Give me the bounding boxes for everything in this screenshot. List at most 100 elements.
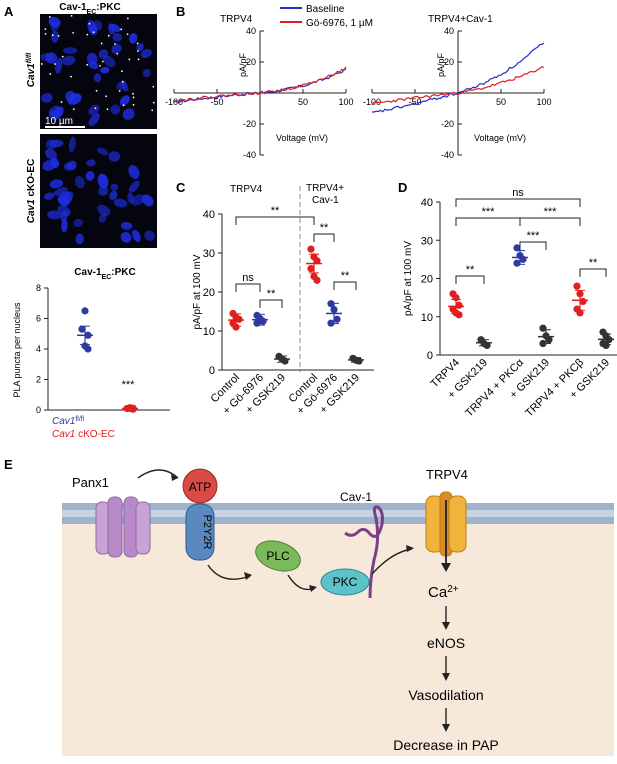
c-group2-title-1: TRPV4+ bbox=[306, 183, 344, 194]
plot-title-tail: :PKC bbox=[111, 267, 135, 278]
pla-punctum bbox=[48, 16, 51, 18]
legend-1-sup: fl/fl bbox=[75, 416, 84, 423]
y-tick-label: 30 bbox=[203, 248, 215, 260]
membrane-outer bbox=[62, 503, 614, 510]
y-tick-label: 0 bbox=[427, 350, 433, 362]
pla-punctum bbox=[128, 58, 131, 61]
nucleus bbox=[50, 22, 59, 32]
nucleus bbox=[103, 55, 116, 68]
nucleus bbox=[119, 95, 130, 106]
nucleus bbox=[88, 104, 100, 115]
arrow-panx1-atp bbox=[137, 469, 179, 479]
y-tick-label: 20 bbox=[203, 287, 215, 299]
nucleus bbox=[65, 90, 76, 102]
data-point bbox=[573, 282, 581, 290]
nucleus bbox=[141, 194, 154, 207]
row2-label-italic: Cav1 bbox=[26, 199, 37, 223]
significance-label: ** bbox=[341, 270, 350, 282]
nucleus bbox=[68, 136, 76, 153]
label-ca: Ca2+ bbox=[428, 584, 459, 602]
row2-label-rest: cKO-EC bbox=[26, 159, 37, 200]
pla-punctum bbox=[107, 34, 110, 37]
significance-label: ** bbox=[320, 222, 329, 234]
y-tick-label: -20 bbox=[441, 119, 454, 129]
pla-punctum bbox=[88, 22, 91, 25]
nucleus bbox=[113, 198, 128, 208]
nuclei-layer-1 bbox=[40, 16, 152, 127]
iv-trace bbox=[371, 66, 545, 106]
nucleus bbox=[112, 33, 122, 42]
trpv4-channel-icon bbox=[425, 491, 467, 557]
nucleus bbox=[51, 30, 59, 43]
pla-punctum bbox=[126, 33, 129, 36]
panel-e-letter: E bbox=[4, 457, 13, 472]
pla-punctum bbox=[100, 42, 103, 45]
pla-punctum bbox=[132, 96, 135, 99]
pla-punctum bbox=[44, 32, 47, 35]
nucleus bbox=[93, 73, 102, 83]
y-tick-label: 0 bbox=[209, 365, 215, 377]
iv-plot-trpv4: -100 -50 50 100 40 20 -20 -40 pA/pF Voltage (mV) bbox=[165, 26, 354, 160]
data-point bbox=[513, 244, 521, 252]
pla-punctum bbox=[114, 43, 116, 45]
significance-bracket bbox=[259, 299, 283, 308]
significance-label: *** bbox=[527, 230, 541, 242]
label-ca-sup: 2+ bbox=[447, 584, 459, 595]
arrow-head-1 bbox=[171, 474, 178, 481]
label-plc: PLC bbox=[266, 549, 290, 563]
row1-label: Cav1fl/fl bbox=[26, 52, 38, 87]
data-point bbox=[78, 325, 86, 333]
nucleus bbox=[53, 106, 64, 119]
nucleus bbox=[142, 68, 151, 78]
arrow-head-6 bbox=[442, 622, 450, 630]
c-group2-title-2: Cav-1 bbox=[312, 195, 339, 206]
legend-2-rest: cKO-EC bbox=[75, 429, 114, 440]
data-point bbox=[513, 259, 521, 267]
nucleus bbox=[49, 179, 64, 189]
significance-label: ** bbox=[466, 264, 475, 276]
pla-punctum bbox=[132, 92, 134, 95]
panel-a-ylabel: PLA puncta per nucleus bbox=[12, 302, 22, 398]
panel-a-letter: A bbox=[4, 4, 14, 19]
nucleus bbox=[144, 230, 155, 241]
legend-baseline-label: Baseline bbox=[306, 4, 345, 15]
nucleus bbox=[53, 186, 68, 196]
legend-cav1-cko: Cav1 cKO-EC bbox=[52, 429, 115, 440]
label-enos: eNOS bbox=[427, 635, 465, 651]
title-sub: EC bbox=[87, 9, 97, 16]
significance-bracket bbox=[455, 275, 485, 284]
nucleus bbox=[44, 192, 55, 200]
data-point bbox=[84, 345, 92, 353]
c-group1-title: TRPV4 bbox=[230, 184, 263, 195]
nucleus bbox=[85, 171, 95, 181]
data-point bbox=[313, 257, 321, 265]
pla-punctum bbox=[86, 33, 89, 36]
y-tick-label: 20 bbox=[421, 274, 433, 286]
iv-trace bbox=[173, 66, 347, 103]
x-tick-label: -100 bbox=[165, 97, 183, 107]
nucleus bbox=[60, 210, 68, 222]
nucleus bbox=[55, 58, 63, 74]
x-tick-label: 50 bbox=[496, 97, 506, 107]
nucleus bbox=[97, 204, 111, 216]
panel-a-plot-title: Cav-1EC:PKC bbox=[74, 267, 135, 281]
significance-bracket bbox=[519, 217, 581, 226]
x-axis-label: Voltage (mV) bbox=[474, 133, 526, 143]
pla-punctum bbox=[121, 80, 124, 83]
iv-trace bbox=[372, 42, 545, 113]
atp-icon bbox=[182, 468, 218, 504]
pla-punctum bbox=[92, 31, 95, 34]
pla-punctum bbox=[137, 50, 139, 52]
panel-c-letter: C bbox=[176, 180, 186, 195]
nucleus bbox=[61, 218, 68, 233]
nucleus bbox=[98, 186, 109, 196]
nucleus bbox=[74, 176, 85, 189]
pla-punctum bbox=[137, 58, 140, 61]
arrow-head-5 bbox=[441, 563, 451, 572]
row1-label-sup: fl/fl bbox=[26, 52, 33, 64]
nucleus bbox=[109, 190, 118, 201]
pla-punctum bbox=[86, 63, 89, 66]
